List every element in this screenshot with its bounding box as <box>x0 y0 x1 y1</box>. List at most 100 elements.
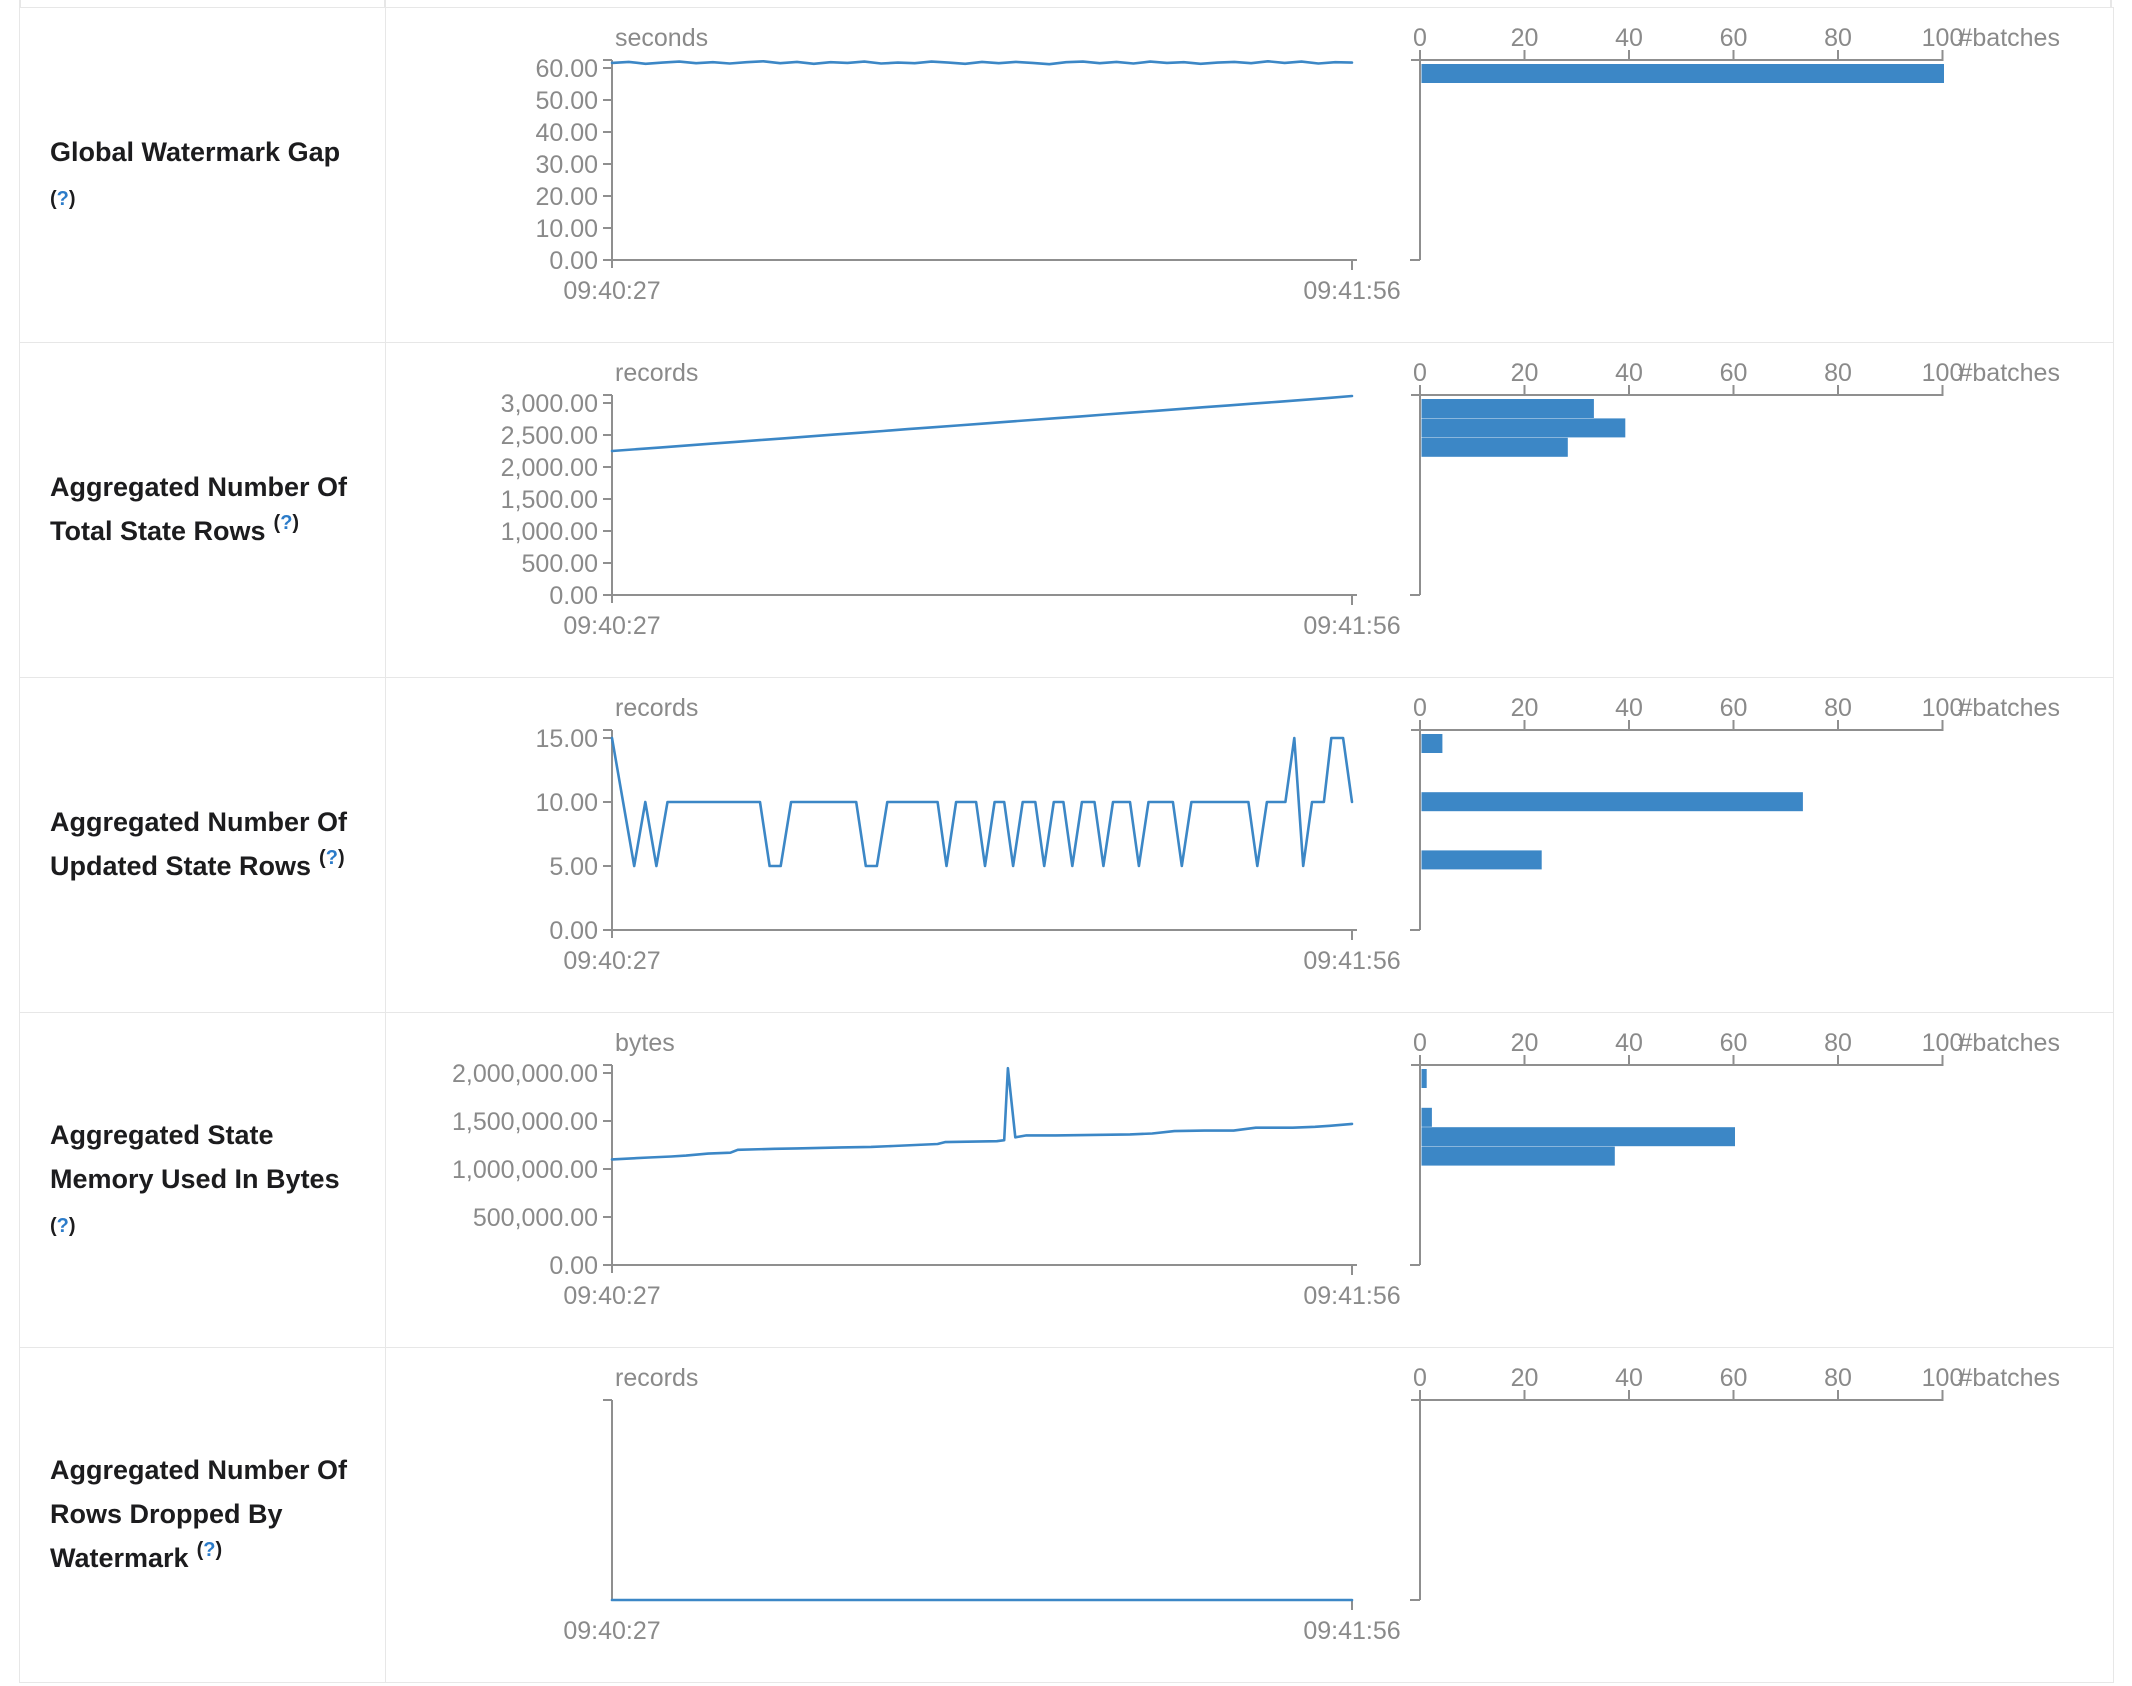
metric-label-line: (?) <box>50 174 340 221</box>
hist-x-axis-tick-label: 80 <box>1824 1029 1852 1057</box>
help-tooltip[interactable]: (?) <box>50 1214 76 1237</box>
metric-label-cell: Global Watermark Gap (?) <box>20 8 386 342</box>
y-axis-tick-label: 15.00 <box>535 725 598 753</box>
hist-x-axis-tick-label: 20 <box>1511 694 1539 722</box>
y-axis-tick-label: 10.00 <box>535 215 598 243</box>
y-axis-tick-label: 5.00 <box>549 853 598 881</box>
help-tooltip[interactable]: (?) <box>273 511 300 534</box>
hist-x-axis-tick-label: 20 <box>1511 24 1539 52</box>
hist-unit-label: #batches <box>1959 24 2060 52</box>
metric-label: Global Watermark Gap (?) <box>50 130 340 221</box>
hist-x-axis-tick-label: 0 <box>1413 1029 1427 1057</box>
y-axis-tick-label: 2,000.00 <box>501 454 598 482</box>
y-axis-tick-label: 1,500,000.00 <box>452 1108 598 1136</box>
metric-label-line: Aggregated Number Of <box>50 1454 348 1485</box>
hist-x-axis-tick-label: 80 <box>1824 694 1852 722</box>
y-axis-unit-label: records <box>615 694 698 722</box>
y-axis-tick-label: 60.00 <box>535 55 598 83</box>
hist-unit-label: #batches <box>1959 1364 2060 1392</box>
help-question-icon: ? <box>56 1214 69 1237</box>
metric-row: Aggregated Number Of Rows Dropped By Water… <box>20 1348 2113 1682</box>
hist-x-axis-tick-label: 40 <box>1615 359 1643 387</box>
metric-label-cell: Aggregated State Memory Used In Bytes (?) <box>20 1013 386 1347</box>
help-tooltip[interactable]: (?) <box>319 846 345 869</box>
metrics-table: Global Watermark Gap (?) seconds 60.00 50.0… <box>19 7 2114 1683</box>
timeline-data-line <box>610 59 1354 66</box>
metric-label-cell: Aggregated Number Of Total State Rows (?) <box>20 343 386 677</box>
metric-row: Aggregated State Memory Used In Bytes (?) … <box>20 1013 2113 1348</box>
hist-x-axis-tick-label: 40 <box>1615 1364 1643 1392</box>
hist-x-axis-tick-label: 0 <box>1413 359 1427 387</box>
y-axis-tick-label: 1,000.00 <box>501 518 598 546</box>
metric-charts-cell: records 09:40:27 09:41:56 0 20 40 60 80 100 #batc… <box>386 1348 2113 1682</box>
help-tooltip[interactable]: (?) <box>50 187 76 210</box>
timeline-and-histogram-chart: records 09:40:27 09:41:56 0 20 40 60 80 100#batc… <box>563 1364 2060 1645</box>
x-axis-start-time-label: 09:40:27 <box>563 947 660 975</box>
metric-label-cell: Aggregated Number Of Rows Dropped By Water… <box>20 1348 386 1682</box>
metric-label-line: Memory Used In Bytes <box>50 1163 340 1194</box>
x-axis-end-time-label: 09:41:56 <box>1303 947 1400 975</box>
x-axis-end-time-label: 09:41:56 <box>1303 1617 1400 1645</box>
x-axis-end-time-label: 09:41:56 <box>1303 612 1400 640</box>
y-axis-tick-label: 50.00 <box>535 87 598 115</box>
y-axis-tick-label: 3,000.00 <box>501 390 598 418</box>
metric-label-line: Aggregated State <box>50 1119 274 1150</box>
metric-label-line: Rows Dropped By <box>50 1498 283 1529</box>
metric-label-line: Aggregated Number Of <box>50 806 348 837</box>
histogram-bar <box>1421 1069 1427 1088</box>
y-axis-tick-label: 0.00 <box>549 582 598 610</box>
histogram-bar <box>1421 1107 1432 1127</box>
histogram-bar <box>1421 850 1542 870</box>
metric-label-line: (?) <box>50 1201 340 1248</box>
histogram-bar <box>1421 437 1568 457</box>
border-stub-middle <box>384 0 386 7</box>
help-question-icon: ? <box>56 187 69 210</box>
metric-label: Aggregated Number Of Total State Rows (?) <box>50 465 347 556</box>
hist-unit-label: #batches <box>1959 359 2060 387</box>
timeline-and-histogram-chart: bytes 2,000,000.00 1,500,000.00 1,000,000.0… <box>452 1029 2060 1310</box>
help-question-icon: ? <box>325 846 338 869</box>
x-axis-end-time-label: 09:41:56 <box>1303 277 1400 305</box>
histogram-bar <box>1421 64 1944 83</box>
histogram-bar <box>1421 1146 1615 1166</box>
histogram-bar <box>1421 734 1443 753</box>
hist-x-axis-tick-label: 0 <box>1413 1364 1427 1392</box>
y-axis-tick-label: 1,000,000.00 <box>452 1156 598 1184</box>
metric-charts-cell: records 3,000.00 2,500.00 2,000.00 1,500.00 1… <box>386 343 2113 677</box>
y-axis-unit-label: seconds <box>615 24 708 52</box>
y-axis-tick-label: 0.00 <box>549 1252 598 1280</box>
hist-x-axis-tick-label: 40 <box>1615 694 1643 722</box>
histogram-bar <box>1421 399 1594 418</box>
hist-x-axis-tick-label: 60 <box>1720 24 1748 52</box>
timeline-and-histogram-chart: records 3,000.00 2,500.00 2,000.00 1,500.00 1… <box>501 359 2060 640</box>
x-axis-start-time-label: 09:40:27 <box>563 1617 660 1645</box>
metric-label: Aggregated Number Of Updated State Rows (?… <box>50 800 347 891</box>
hist-x-axis-tick-label: 100 <box>1922 1029 1964 1057</box>
metric-charts-cell: records 15.00 10.00 5.00 0.00 09:40:27 09:41:5… <box>386 678 2113 1012</box>
y-axis-unit-label: records <box>615 1364 698 1392</box>
previous-row-border-stub <box>0 0 2132 7</box>
hist-x-axis-tick-label: 60 <box>1720 359 1748 387</box>
metric-label-line: Updated State Rows (?) <box>50 846 345 881</box>
histogram-bar <box>1421 792 1803 812</box>
hist-x-axis-tick-label: 0 <box>1413 694 1427 722</box>
y-axis-tick-label: 40.00 <box>535 119 598 147</box>
hist-x-axis-tick-label: 40 <box>1615 24 1643 52</box>
metric-label: Aggregated Number Of Rows Dropped By Water… <box>50 1448 347 1583</box>
y-axis-unit-label: bytes <box>615 1029 675 1057</box>
y-axis-unit-label: records <box>615 359 698 387</box>
hist-x-axis-tick-label: 60 <box>1720 1364 1748 1392</box>
metric-charts-cell: bytes 2,000,000.00 1,500,000.00 1,000,000.0… <box>386 1013 2113 1347</box>
y-axis-tick-label: 0.00 <box>549 247 598 275</box>
hist-x-axis-tick-label: 80 <box>1824 1364 1852 1392</box>
hist-x-axis-tick-label: 100 <box>1922 1364 1964 1392</box>
hist-x-axis-tick-label: 20 <box>1511 1029 1539 1057</box>
metric-row: Aggregated Number Of Updated State Rows (?… <box>20 678 2113 1013</box>
metric-label-line: Global Watermark Gap <box>50 136 341 167</box>
help-tooltip[interactable]: (?) <box>196 1538 223 1561</box>
hist-x-axis-tick-label: 100 <box>1922 24 1964 52</box>
y-axis-tick-label: 2,000,000.00 <box>452 1060 598 1088</box>
y-axis-tick-label: 20.00 <box>535 183 598 211</box>
